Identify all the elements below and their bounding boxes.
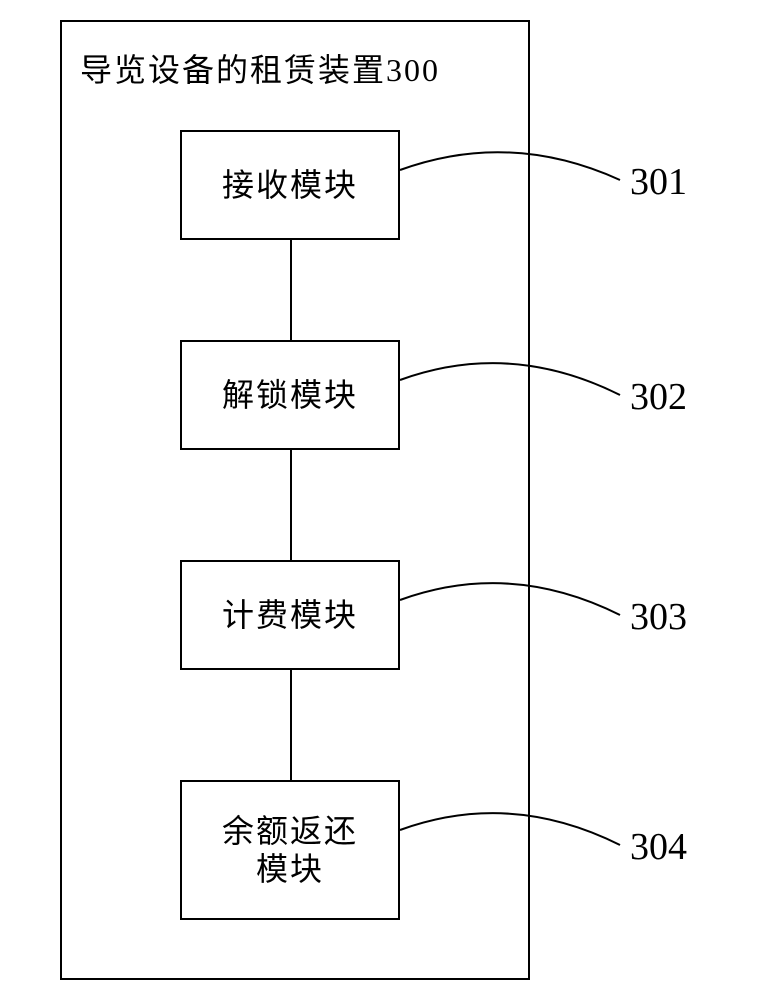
connector-0: [290, 240, 292, 340]
ref-balance: 304: [630, 825, 687, 869]
connector-1: [290, 450, 292, 560]
connector-2: [290, 670, 292, 780]
